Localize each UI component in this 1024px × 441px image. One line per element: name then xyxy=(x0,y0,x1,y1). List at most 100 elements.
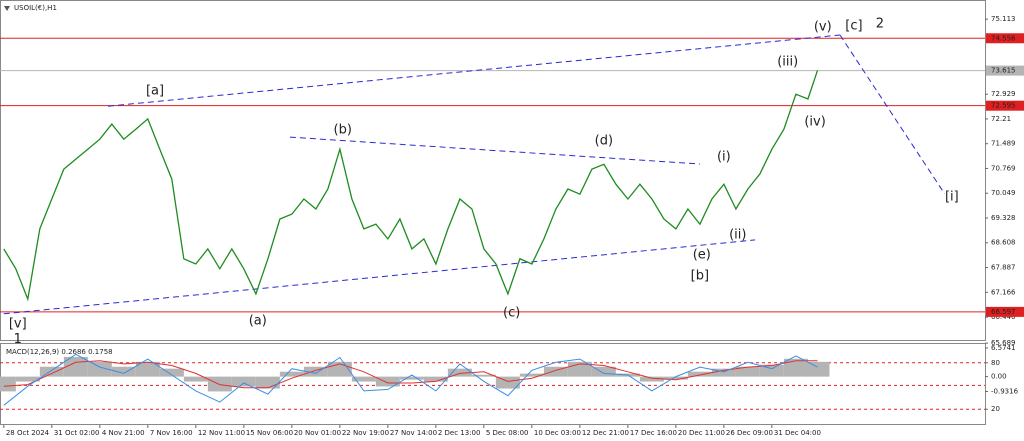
histogram-bar xyxy=(495,376,520,389)
x-tick-label: 27 Nov 14:00 xyxy=(390,429,437,437)
wave-label: [i] xyxy=(945,189,959,204)
wave-label: [b] xyxy=(691,269,709,284)
y-tick-label: 71.489 xyxy=(991,140,1016,148)
trend-line xyxy=(107,34,841,107)
wave-label: (a) xyxy=(249,314,267,329)
y-tick-label: 75.113 xyxy=(991,15,1016,23)
histogram-bar xyxy=(519,373,544,377)
wave-label: [a] xyxy=(146,84,164,99)
level-label-box xyxy=(986,100,1024,111)
level-label: 73.615 xyxy=(991,67,1016,75)
y-tick-label: 68.608 xyxy=(991,239,1016,247)
histogram-bar xyxy=(783,358,808,377)
x-tick-label: 31 Oct 02:00 xyxy=(54,429,100,437)
x-tick-label: 7 Nov 16:00 xyxy=(150,429,193,437)
level-label-box xyxy=(986,306,1024,317)
trend-line xyxy=(289,136,700,165)
y-tick-label: 67.887 xyxy=(991,264,1016,272)
y-tick-label: 70.049 xyxy=(991,189,1016,197)
x-tick-label: 10 Dec 03:00 xyxy=(534,429,581,437)
level-label-box xyxy=(986,33,1024,44)
x-tick-label: 12 Nov 11:00 xyxy=(198,429,245,437)
histogram-bar xyxy=(159,368,184,377)
histogram-bar xyxy=(111,366,136,377)
wave-label: (iii) xyxy=(777,55,798,70)
y-tick-label: 69.328 xyxy=(991,214,1016,222)
x-tick-label: 20 Nov 01:00 xyxy=(294,429,341,437)
histogram-bar xyxy=(399,376,424,380)
wave-label: (i) xyxy=(717,150,731,165)
x-tick-label: 2 Dec 13:00 xyxy=(438,429,481,437)
histogram-bar xyxy=(591,366,616,377)
level-label: 66.597 xyxy=(991,308,1016,316)
price-panel-frame xyxy=(0,0,986,341)
wave-label: (b) xyxy=(334,122,352,137)
symbol-icon xyxy=(4,6,10,11)
chart-title: USOIL(€),H1 xyxy=(14,4,57,12)
histogram-bar xyxy=(543,366,568,377)
x-tick-label: 20 Dec 11:00 xyxy=(678,429,725,437)
y-tick-label: 67.166 xyxy=(991,288,1016,296)
histogram-bar xyxy=(639,376,664,382)
y-tick-label: 0.00 xyxy=(991,373,1007,381)
x-tick-label: 26 Dec 09:00 xyxy=(726,429,773,437)
y-tick-label: 72.21 xyxy=(991,115,1011,123)
trend-line xyxy=(3,239,756,315)
level-label: 74.556 xyxy=(991,34,1016,42)
level-label: 72.595 xyxy=(991,102,1016,110)
histogram-bar xyxy=(663,376,688,380)
price-line xyxy=(3,70,819,302)
macd-line xyxy=(3,360,818,389)
y-tick-label: 6.5741 xyxy=(991,344,1016,352)
wave-label: (ii) xyxy=(729,228,746,243)
wave-label: [v] xyxy=(9,316,27,331)
wave-label: [c] xyxy=(845,19,862,34)
wave-label: (c) xyxy=(503,306,520,321)
x-tick-label: 28 Oct 2024 xyxy=(6,429,50,437)
wave-label: 1 xyxy=(14,332,22,347)
histogram-bar xyxy=(279,371,304,377)
macd-title: MACD(12,26,9) 0.2686 0.1758 xyxy=(6,348,113,356)
histogram-bar xyxy=(39,366,64,377)
histogram-bar xyxy=(231,376,256,387)
y-tick-label: 70.769 xyxy=(991,164,1016,172)
x-tick-label: 15 Nov 06:00 xyxy=(246,429,293,437)
y-tick-label: 72.929 xyxy=(991,90,1016,98)
histogram-bar xyxy=(805,361,830,377)
histogram-bar xyxy=(183,376,208,382)
histogram-bar xyxy=(687,371,712,377)
histogram-bar xyxy=(0,376,16,392)
macd-panel-frame xyxy=(0,343,986,425)
macd-line xyxy=(3,353,818,406)
x-tick-label: 22 Nov 19:00 xyxy=(342,429,389,437)
x-tick-label: 17 Dec 16:00 xyxy=(630,429,677,437)
histogram-bar xyxy=(735,366,760,377)
x-tick-label: 5 Dec 08:00 xyxy=(486,429,529,437)
wave-label: (d) xyxy=(595,133,613,148)
histogram-bar xyxy=(303,366,328,377)
histogram-bar xyxy=(87,361,112,377)
histogram-bar xyxy=(135,361,160,377)
y-tick-label: -0.9316 xyxy=(991,387,1019,395)
histogram-bar xyxy=(423,376,448,382)
histogram-bar xyxy=(15,376,40,382)
y-tick-label: 66.446 xyxy=(991,313,1016,321)
wave-label: (v) xyxy=(814,20,832,35)
histogram-bar xyxy=(351,376,376,382)
histogram-bar xyxy=(711,368,736,377)
x-tick-label: 12 Dec 21:00 xyxy=(582,429,629,437)
level-label-box xyxy=(986,65,1024,76)
histogram-bar xyxy=(759,364,784,377)
wave-label: (iv) xyxy=(804,115,825,130)
histogram-bar xyxy=(471,374,496,377)
wave-label: 2 xyxy=(876,17,884,32)
histogram-bar xyxy=(375,376,400,387)
wave-label: (e) xyxy=(693,248,711,263)
histogram-bar xyxy=(207,376,232,392)
x-tick-label: 31 Dec 04:00 xyxy=(774,429,821,437)
y-tick-label: 65.689 xyxy=(991,339,1016,347)
y-tick-label: 80 xyxy=(991,359,1000,367)
trend-line xyxy=(839,34,946,195)
histogram-bar xyxy=(447,368,472,377)
